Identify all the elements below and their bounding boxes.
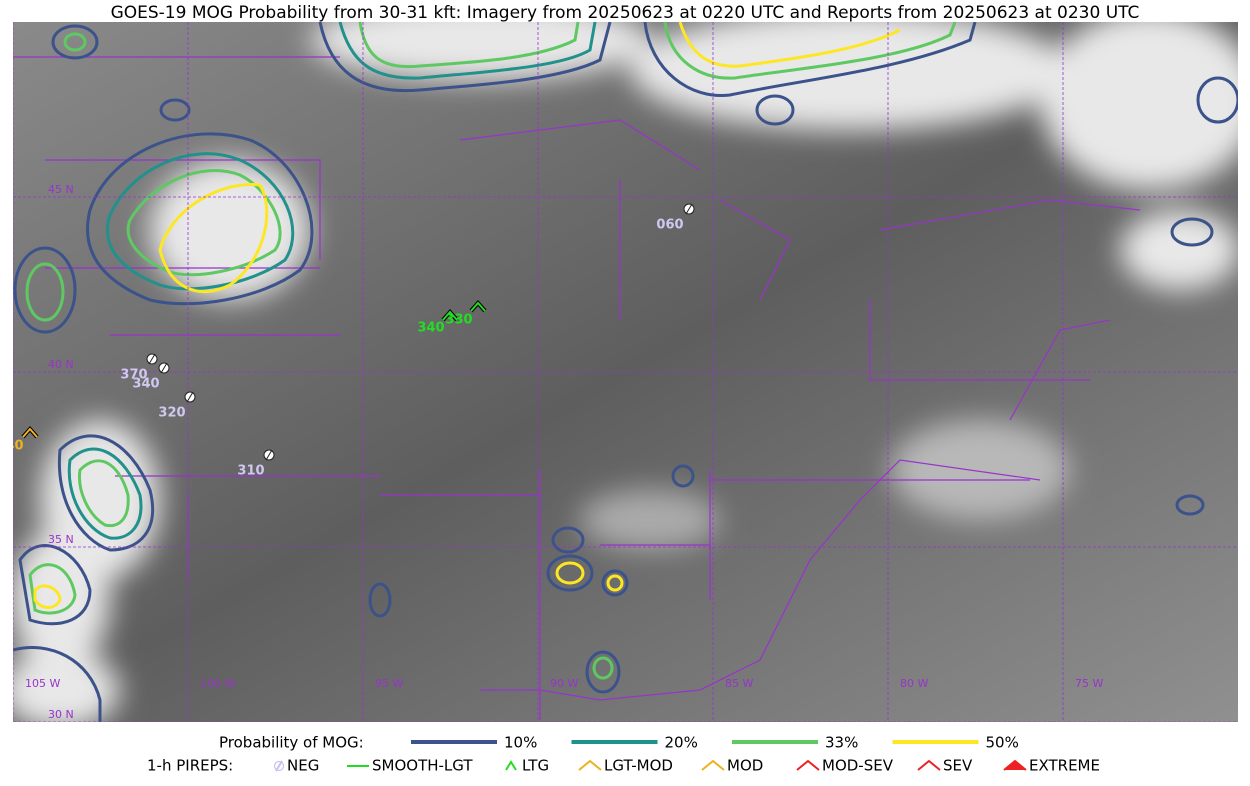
title: GOES-19 MOG Probability from 30-31 kft: … xyxy=(111,3,1140,23)
legend: Probability of MOG: 10% 20% 33% 50% 1-h PIREP… xyxy=(147,734,1100,775)
legend-label: 10% xyxy=(504,734,537,752)
legend-label: LGT-MOD xyxy=(604,757,673,775)
lat-label: 35 N xyxy=(48,533,74,546)
legend-label: EXTREME xyxy=(1029,757,1100,775)
lon-label: 75 W xyxy=(1075,677,1103,690)
legend-symbol xyxy=(1003,759,1027,771)
legend-label: 50% xyxy=(986,734,1019,752)
mog-contours xyxy=(13,22,1238,722)
pirep-label: 060 xyxy=(656,218,683,233)
pirep-label: 370 xyxy=(120,368,147,383)
lon-label: 100 W xyxy=(200,677,235,690)
legend-symbol xyxy=(917,759,941,771)
legend-symbol xyxy=(796,759,820,771)
pirep-label: 340 xyxy=(0,439,24,454)
legend-symbol xyxy=(578,759,602,771)
pirep-label: 340 xyxy=(132,377,159,392)
legend-label: 20% xyxy=(665,734,698,752)
legend-label: NEG xyxy=(287,757,319,775)
legend-label: 33% xyxy=(825,734,858,752)
lat-label: 40 N xyxy=(48,358,74,371)
pirep-label: 320 xyxy=(158,406,185,421)
pirep-symbol xyxy=(265,449,273,461)
legend-symbol xyxy=(505,760,517,771)
lon-label: 95 W xyxy=(375,677,403,690)
pirep-symbol xyxy=(186,391,194,403)
lon-label: 105 W xyxy=(25,677,60,690)
legend-label: MOD xyxy=(727,757,763,775)
pirep-symbol xyxy=(148,353,156,365)
legend-label: SMOOTH-LGT xyxy=(372,757,473,775)
legend-symbol xyxy=(273,760,285,772)
pirep-label: 310 xyxy=(237,464,264,479)
pirep-label: 330 xyxy=(445,313,472,328)
lon-label: 90 W xyxy=(550,677,578,690)
pirep-label: 340 xyxy=(417,321,444,336)
pirep-symbol xyxy=(685,203,693,215)
lon-label: 80 W xyxy=(900,677,928,690)
legend-symbol xyxy=(275,760,283,772)
legend-label: LTG xyxy=(522,757,549,775)
legend-title: 1-h PIREPS: xyxy=(147,757,233,775)
legend-label: SEV xyxy=(943,757,973,775)
legend-title: Probability of MOG: xyxy=(219,734,364,752)
map: 105 W 100 W 95 W 90 W 85 W 80 W 75 W 45 N 40 N 35… xyxy=(0,22,1238,722)
pirep-symbol xyxy=(442,310,458,321)
pirep-symbol xyxy=(22,427,38,438)
lat-label: 45 N xyxy=(48,183,74,196)
legend-label: MOD-SEV xyxy=(822,757,894,775)
pirep-symbol xyxy=(160,362,168,374)
lon-label: 85 W xyxy=(725,677,753,690)
legend-symbol xyxy=(701,759,725,771)
pirep-symbol xyxy=(470,301,486,312)
graticule: 105 W 100 W 95 W 90 W 85 W 80 W 75 W 45 N 40 N 35… xyxy=(13,22,1238,722)
lat-label: 30 N xyxy=(48,708,74,721)
